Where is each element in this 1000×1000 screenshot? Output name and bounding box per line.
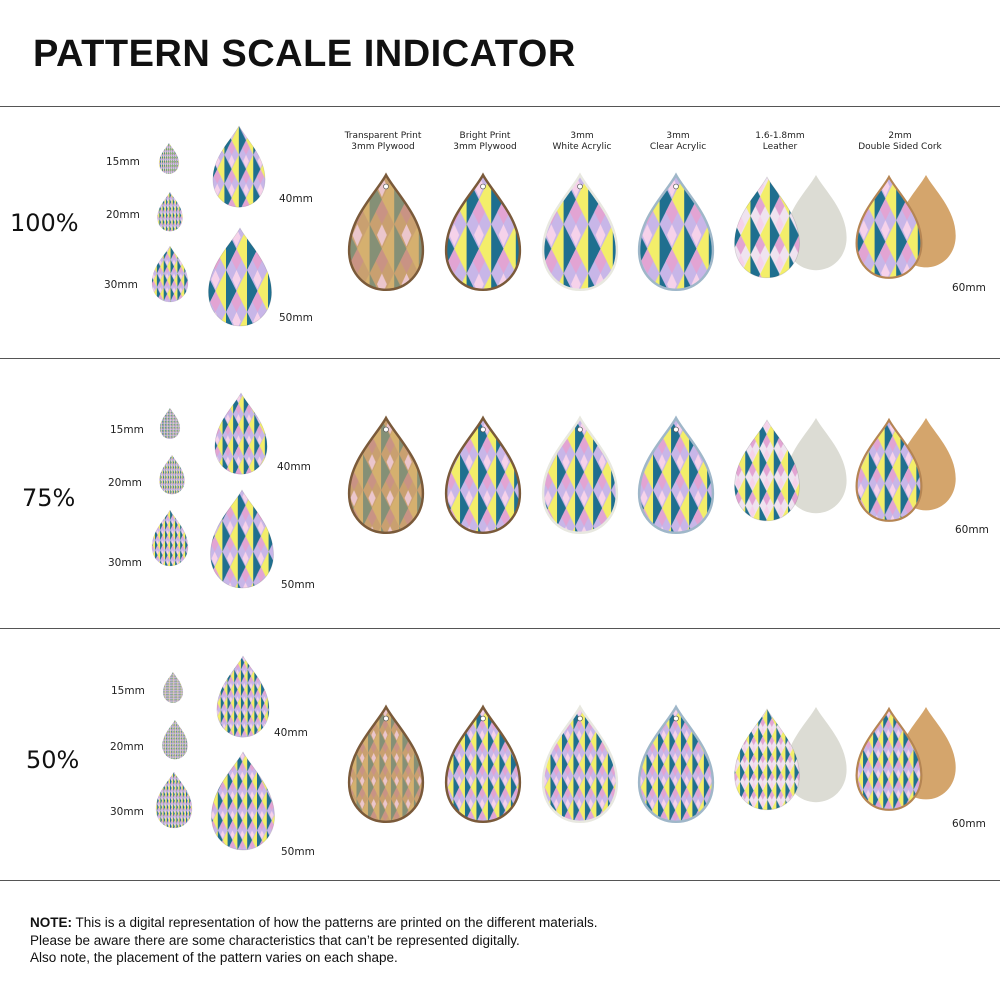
sample-white-acrylic: [541, 172, 619, 292]
size-label-30mm: 30mm: [110, 806, 144, 818]
note-line-3: Also note, the placement of the pattern …: [30, 950, 398, 965]
divider: [0, 106, 1000, 107]
sample-40mm: [212, 125, 266, 208]
sample-50mm: [208, 227, 272, 327]
note-line-2: Please be aware there are some character…: [30, 932, 520, 948]
sample-bright-plywood: [444, 172, 522, 292]
size-label-40mm: 40mm: [277, 461, 311, 473]
sample-cork: [855, 706, 923, 811]
sample-30mm: [151, 245, 189, 303]
sample-clear-acrylic: [637, 415, 715, 535]
sample-20mm: [159, 454, 185, 495]
size-label-40mm: 40mm: [279, 193, 313, 205]
sample-transparent-plywood: [347, 172, 425, 292]
size-label-50mm: 50mm: [281, 579, 315, 591]
size-label-50mm: 50mm: [281, 846, 315, 858]
sample-white-acrylic: [541, 704, 619, 824]
leather-backing: [785, 175, 847, 271]
size-label-20mm: 20mm: [108, 477, 142, 489]
divider: [0, 358, 1000, 359]
material-label-transparent-plywood: Transparent Print 3mm Plywood: [344, 131, 422, 152]
material-label-clear-acrylic: 3mm Clear Acrylic: [649, 131, 707, 152]
sample-30mm: [151, 509, 189, 567]
sample-bright-plywood: [444, 415, 522, 535]
sample-cork: [855, 417, 923, 522]
material-label-bright-plywood: Bright Print 3mm Plywood: [453, 131, 517, 152]
size-label-20mm: 20mm: [106, 209, 140, 221]
sample-white-acrylic: [541, 415, 619, 535]
sample-transparent-plywood: [347, 704, 425, 824]
material-label-cork: 2mm Double Sided Cork: [858, 131, 942, 152]
scale-label-100: 100%: [10, 209, 79, 237]
sample-15mm: [162, 671, 184, 703]
sample-50mm: [210, 489, 274, 589]
sample-20mm: [157, 191, 183, 232]
size-label-15mm: 15mm: [111, 685, 145, 697]
size-label-30mm: 30mm: [108, 557, 142, 569]
sample-30mm: [155, 771, 193, 829]
sample-50mm: [211, 751, 275, 851]
note-line-1: This is a digital representation of how …: [72, 915, 598, 930]
sample-cork: [855, 174, 923, 279]
size-label-15mm: 15mm: [110, 424, 144, 436]
note: NOTE: This is a digital representation o…: [30, 914, 598, 967]
size-label-60mm: 60mm: [952, 818, 986, 830]
sample-20mm: [162, 719, 188, 760]
sample-40mm: [214, 392, 268, 475]
leather-backing: [785, 418, 847, 514]
scale-label-50: 50%: [26, 746, 80, 774]
note-label: NOTE:: [30, 915, 72, 930]
leather-backing: [785, 707, 847, 803]
sample-leather: [734, 176, 800, 279]
sample-15mm: [159, 407, 181, 439]
material-label-leather: 1.6-1.8mm Leather: [755, 131, 805, 152]
size-label-60mm: 60mm: [955, 524, 989, 536]
size-label-20mm: 20mm: [110, 741, 144, 753]
sample-15mm: [158, 142, 180, 174]
scale-label-75: 75%: [22, 484, 76, 512]
sample-transparent-plywood: [347, 415, 425, 535]
divider: [0, 880, 1000, 881]
material-label-white-acrylic: 3mm White Acrylic: [552, 131, 612, 152]
page-title: PATTERN SCALE INDICATOR: [33, 33, 576, 75]
sample-bright-plywood: [444, 704, 522, 824]
divider: [0, 628, 1000, 629]
sample-leather: [734, 419, 800, 522]
sample-40mm: [216, 655, 270, 738]
size-label-50mm: 50mm: [279, 312, 313, 324]
size-label-15mm: 15mm: [106, 156, 140, 168]
sample-clear-acrylic: [637, 704, 715, 824]
sample-leather: [734, 708, 800, 811]
size-label-30mm: 30mm: [104, 279, 138, 291]
size-label-40mm: 40mm: [274, 727, 308, 739]
sample-clear-acrylic: [637, 172, 715, 292]
size-label-60mm: 60mm: [952, 282, 986, 294]
